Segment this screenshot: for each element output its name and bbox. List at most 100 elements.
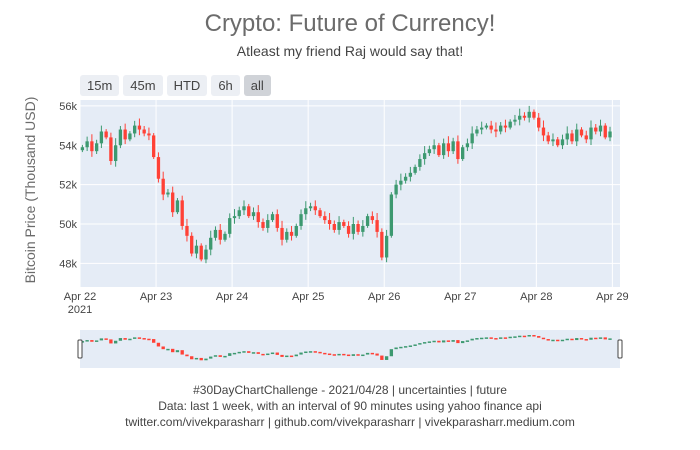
footer-line-3: twitter.com/vivekparasharr | github.com/… <box>125 415 575 429</box>
minimap-candle <box>451 340 455 342</box>
candle-body <box>470 133 474 144</box>
candle-body <box>304 208 308 215</box>
chart-title: Crypto: Future of Currency! <box>204 10 496 37</box>
minimap-candle <box>380 355 384 360</box>
minimap-candle <box>285 355 289 358</box>
candle-body <box>313 206 317 211</box>
candle-body <box>280 227 284 240</box>
minimap-candle <box>579 338 584 340</box>
candle-body <box>380 231 384 258</box>
candle-body <box>346 225 351 234</box>
minimap-candle <box>408 345 413 347</box>
candle-body <box>408 172 413 177</box>
candle-body <box>560 139 565 146</box>
minimap-candle <box>147 338 151 341</box>
candle-body <box>546 135 550 142</box>
candle-body <box>494 129 498 132</box>
candle-body <box>598 125 603 132</box>
minimap-candle <box>289 355 294 358</box>
candle-body <box>99 131 104 144</box>
minimap-candle <box>256 352 260 354</box>
candle-body <box>90 141 94 152</box>
minimap-candle <box>470 338 474 341</box>
candle-body <box>270 214 275 221</box>
range-button-6h[interactable]: 6h <box>211 75 240 96</box>
range-button-15m[interactable]: 15m <box>80 75 120 96</box>
minimap-candle <box>508 336 512 339</box>
candle-body <box>456 141 460 160</box>
candle-body <box>327 220 332 225</box>
minimap-candle <box>294 354 298 357</box>
minimap-candle <box>332 354 336 356</box>
candle-body <box>413 166 417 173</box>
candle-body <box>85 141 89 148</box>
candle-body <box>594 127 598 132</box>
y-tick-label: 52k <box>59 180 77 192</box>
range-button-all[interactable]: all <box>243 75 271 96</box>
minimap-candle <box>489 337 493 339</box>
minimap-candle <box>456 340 460 344</box>
candle-body <box>570 133 574 142</box>
candle-body <box>565 133 569 140</box>
candle-body <box>575 129 579 142</box>
minimap-candle <box>152 339 156 343</box>
candle-body <box>261 222 265 228</box>
minimap-candle <box>113 340 118 344</box>
minimap-candle <box>261 353 265 356</box>
candle-body <box>137 125 142 130</box>
minimap-candle <box>551 339 555 342</box>
minimap-candle <box>94 340 99 342</box>
candle-body <box>361 225 365 232</box>
candle-body <box>332 224 336 230</box>
range-slider-left-handle[interactable] <box>77 339 83 359</box>
candle-body <box>441 143 446 156</box>
minimap-candle <box>394 347 398 350</box>
minimap-candle <box>503 337 508 339</box>
candle-body <box>232 216 237 219</box>
x-tick-label: Apr 25 <box>292 291 324 303</box>
candle-body <box>460 147 465 160</box>
candle-body <box>503 125 508 128</box>
candle-body <box>427 149 432 154</box>
candle-body <box>579 129 584 136</box>
minimap-candle <box>422 342 427 344</box>
x-tick-label: Apr 28 <box>520 291 552 303</box>
candle-body <box>603 125 607 138</box>
x-tick-label: Apr 22 <box>64 291 96 303</box>
candle-body <box>237 210 241 217</box>
candle-body <box>399 180 403 185</box>
minimap-candle <box>546 339 550 341</box>
candle-body <box>152 135 156 158</box>
minimap-candle <box>109 339 113 344</box>
range-button-45m[interactable]: 45m <box>123 75 163 96</box>
candle-body <box>285 231 289 240</box>
candle-body <box>161 178 165 195</box>
candle-body <box>94 143 99 152</box>
minimap-candle <box>356 354 360 356</box>
minimap-candle <box>499 337 503 339</box>
minimap-candle <box>270 352 275 355</box>
candle-body <box>365 216 370 226</box>
minimap-candle <box>575 338 579 341</box>
candle-body <box>133 125 137 134</box>
candle-body <box>213 229 218 238</box>
minimap-candle <box>522 335 527 338</box>
candle-body <box>194 245 199 254</box>
range-slider-background[interactable] <box>80 330 620 368</box>
x-tick-label: Apr 24 <box>216 291 248 303</box>
range-slider-handles <box>77 339 623 359</box>
minimap-candle <box>266 353 270 356</box>
minimap-candle <box>351 354 355 356</box>
candle-body <box>156 157 161 179</box>
candle-body <box>199 245 203 260</box>
range-button-htd[interactable]: HTD <box>166 75 208 96</box>
candle-body <box>147 133 151 136</box>
candle-body <box>489 125 493 130</box>
minimap-candle <box>228 353 232 356</box>
minimap-candle <box>85 340 89 342</box>
range-slider-right-handle[interactable] <box>617 339 623 359</box>
minimap-candle <box>594 337 598 340</box>
minimap-candle <box>370 352 375 355</box>
candle-body <box>113 145 118 162</box>
